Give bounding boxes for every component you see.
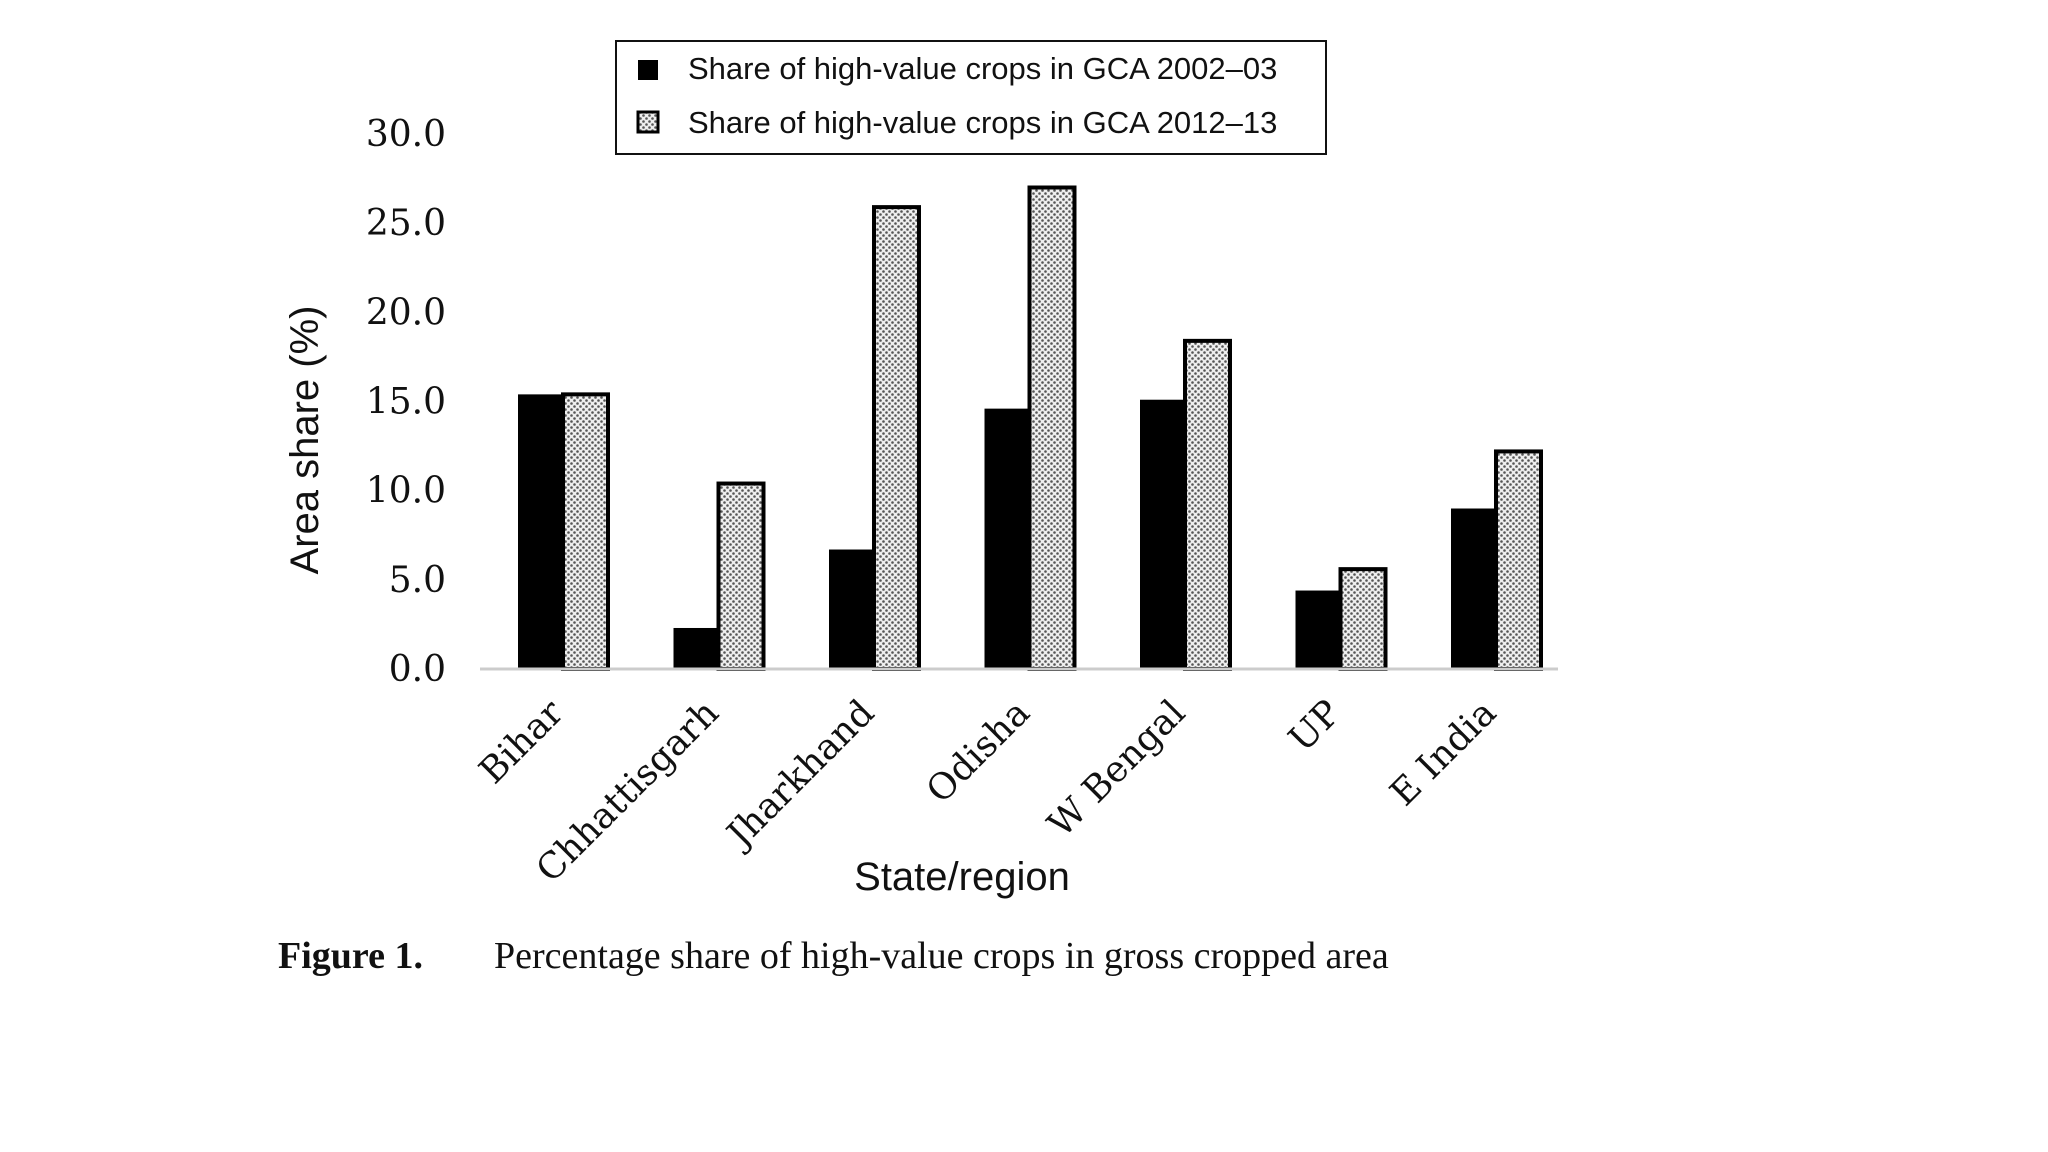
bar-2002-03 [1295,590,1341,669]
bar-2012-13 [1494,449,1543,671]
y-axis-ticks: 0.0 5.0 10.0 15.0 20.0 25.0 30.0 [366,114,446,690]
y-tick-label: 5.0 [389,560,446,601]
bar-2012-13 [1183,338,1232,671]
legend-border [615,40,1327,155]
bar-2012-13 [1027,185,1077,671]
y-tick-label: 25.0 [366,203,446,244]
y-tick-label: 10.0 [366,471,446,512]
bar-2012-13 [561,392,610,671]
legend-swatch-2012-13 [636,110,660,134]
y-tick-label: 20.0 [366,292,446,333]
x-tick-label: Jharkhand [717,692,882,857]
x-tick-label: Bihar [472,692,572,792]
bar-2002-03 [984,408,1030,669]
bar-2002-03 [673,627,719,669]
legend-label-2002-03: Share of high-value crops in GCA 2002–03 [688,51,1277,86]
x-tick-label: W Bengal [1040,692,1193,845]
y-tick-label: 0.0 [389,649,446,690]
bar-2002-03 [829,549,874,669]
bar-2012-13 [872,205,921,671]
bar-2012-13 [1338,567,1388,672]
legend-label-2012-13: Share of high-value crops in GCA 2012–13 [688,105,1277,140]
x-tick-label: Odisha [919,692,1038,811]
legend: Share of high-value crops in GCA 2002–03… [615,40,1327,155]
bar-2002-03 [518,394,563,669]
bars [518,185,1543,672]
figure-caption-text: Percentage share of high-value crops in … [494,935,1389,977]
x-axis-title: State/region [854,855,1070,899]
x-tick-label: E India [1383,692,1505,814]
x-tick-label: UP [1281,692,1349,760]
bar-2002-03 [1451,508,1496,669]
figure-caption-label: Figure 1. [278,935,423,977]
legend-swatch-2002-03 [638,60,658,80]
y-axis-title: Area share (%) [283,306,327,575]
bar-2012-13 [716,481,766,671]
y-tick-label: 15.0 [366,382,446,423]
y-tick-label: 30.0 [366,114,446,155]
bar-2002-03 [1140,399,1185,669]
